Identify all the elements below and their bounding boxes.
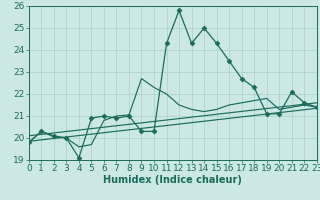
X-axis label: Humidex (Indice chaleur): Humidex (Indice chaleur): [103, 175, 242, 185]
